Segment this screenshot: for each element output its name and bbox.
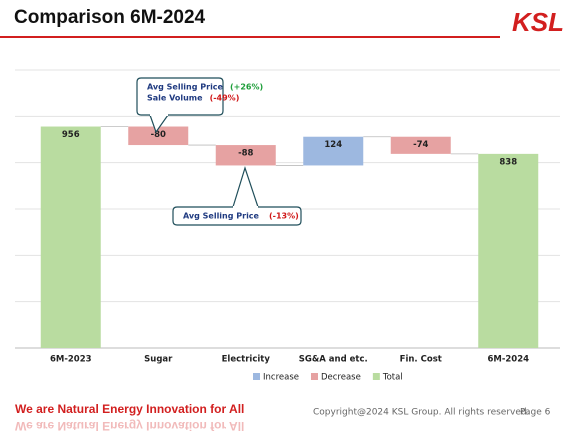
callout-pointer [149, 114, 169, 134]
page-number: Page 6 [520, 408, 551, 418]
callout-box [136, 77, 224, 116]
callout-change: (-13%) [269, 212, 299, 221]
value-label: -80 [151, 130, 166, 140]
legend-label: Decrease [321, 373, 361, 383]
callout-label: Sale Volume [147, 94, 203, 103]
legend-swatch [372, 373, 380, 380]
x-tick-label: Electricity [222, 355, 271, 365]
bar [215, 145, 276, 166]
legend-swatch [253, 373, 260, 380]
legend-label: Increase [263, 373, 299, 383]
bar [128, 126, 189, 146]
bar [40, 126, 101, 348]
x-tick-label: Sugar [144, 355, 173, 365]
value-label: 838 [499, 157, 517, 167]
value-label: -74 [413, 140, 428, 150]
callout-pointer [232, 166, 259, 208]
slogan: We are Natural Energy Innovation for All [15, 402, 244, 416]
legend-swatch [310, 373, 318, 380]
slide-title: Comparison 6M-2024 [14, 7, 206, 28]
bar [478, 153, 539, 348]
bar [303, 136, 364, 166]
callout-change: (-49%) [210, 94, 240, 103]
value-label: -88 [238, 149, 253, 159]
x-tick-label: Fin. Cost [400, 355, 442, 365]
slogan-reflection: We are Natural Energy Innovation for All [15, 419, 244, 433]
x-tick-label: SG&A and etc. [299, 355, 368, 365]
value-label: 124 [324, 140, 342, 150]
x-tick-label: 6M-2024 [487, 355, 529, 365]
callout-label: Avg Selling Price [183, 212, 260, 221]
value-label: 956 [62, 130, 80, 140]
logo: KSL [512, 7, 564, 37]
chart: 956 6M-2023 -80 Sugar -88 Electricity 124 SG&A … [15, 69, 560, 383]
callout-box [172, 206, 302, 226]
copyright: Copyright@2024 KSL Group. All rights res… [313, 408, 529, 418]
legend-label: Total [382, 373, 403, 383]
callout-label: Avg Selling Price [147, 83, 224, 92]
x-tick-label: 6M-2023 [50, 355, 92, 365]
callout-change: (+26%) [230, 83, 263, 92]
bar [390, 136, 451, 154]
